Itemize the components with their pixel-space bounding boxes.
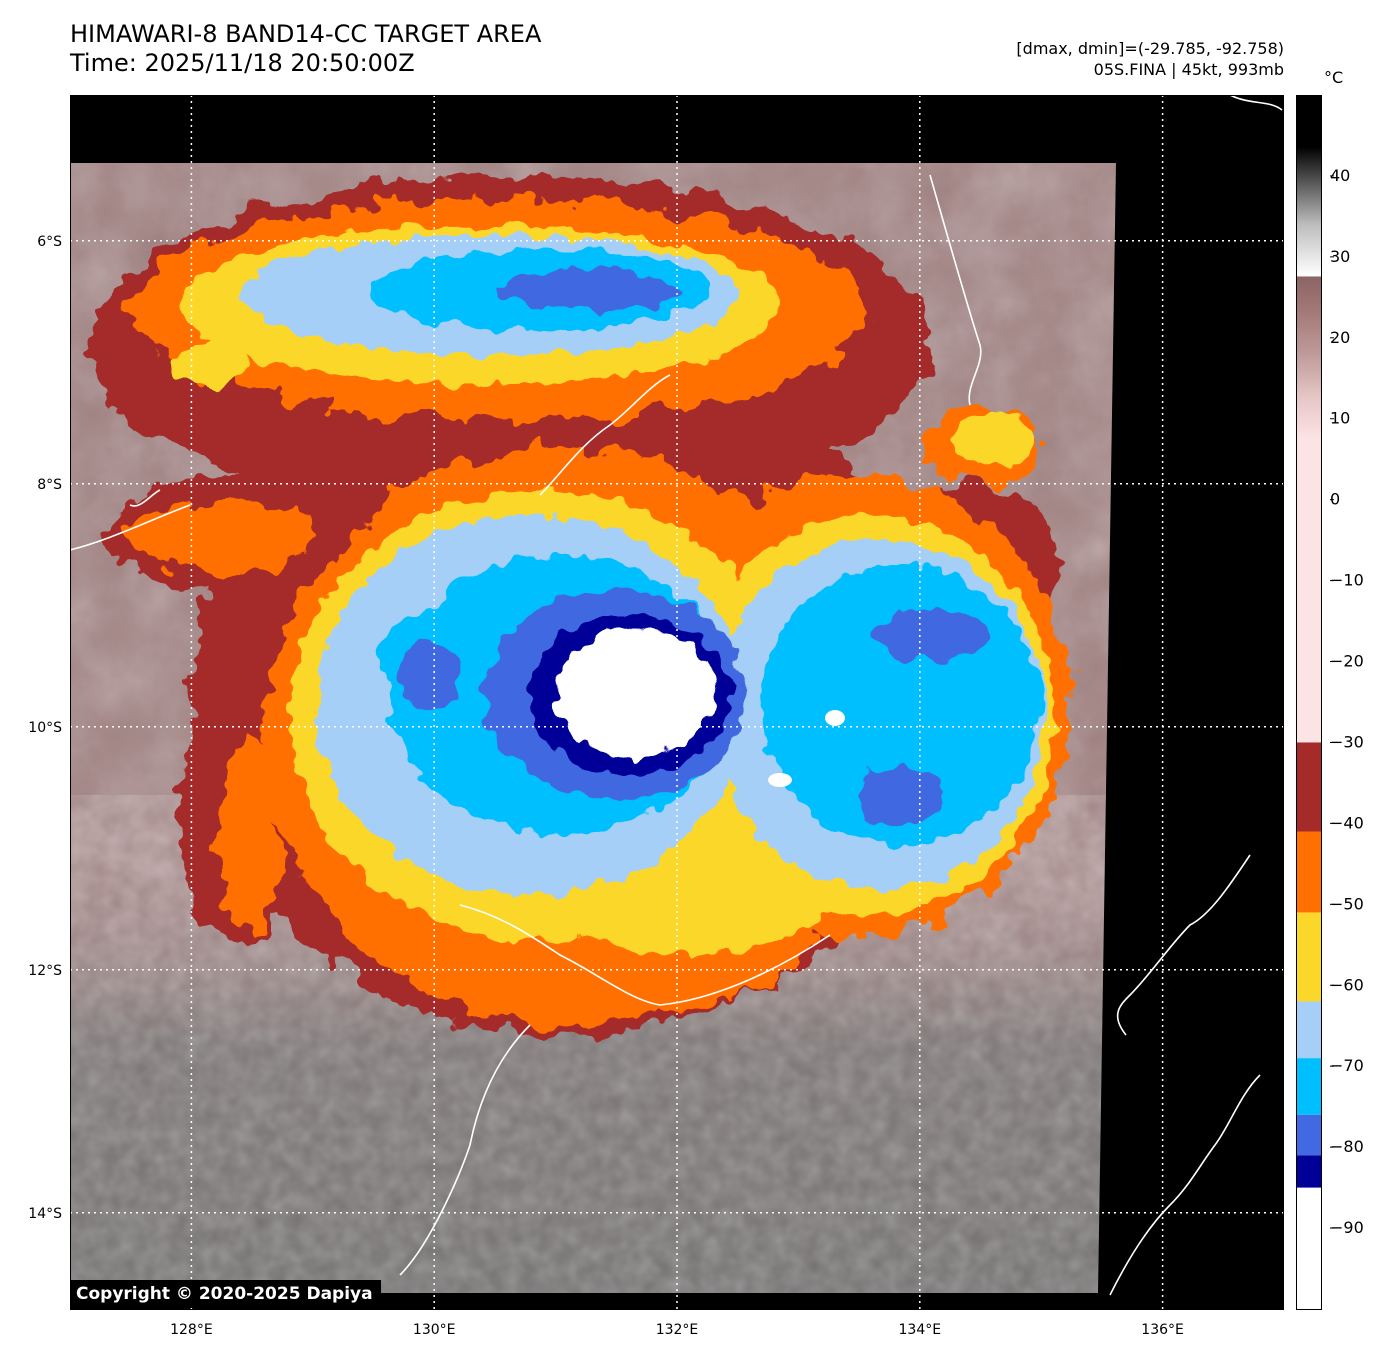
colorbar-frame (1296, 95, 1322, 1310)
colorbar-segment (1297, 1058, 1321, 1115)
chart-title: HIMAWARI-8 BAND14-CC TARGET AREA Time: 2… (70, 20, 541, 78)
lon-tick-label: 134°E (899, 1322, 942, 1338)
storm-info: [dmax, dmin]=(-29.785, -92.758) 05S.FINA… (1016, 38, 1284, 80)
colorbar-tick-label: −50 (1330, 894, 1364, 913)
axis-tick-labels: 128°E 130°E 132°E 134°E 136°E (170, 1322, 1184, 1338)
colorbar-tick-label: 40 (1330, 166, 1350, 185)
map-frame (70, 95, 1284, 1310)
colorbar (1296, 95, 1322, 1310)
colorbar-tick-label: −40 (1330, 813, 1364, 832)
colorbar-tick-label: −70 (1330, 1056, 1364, 1075)
copyright-notice: Copyright © 2020-2025 Dapiya (70, 1280, 381, 1308)
coastlines-east (1109, 95, 1283, 1296)
colorbar-labels: 40 30 20 10 0 −10 −20 −30 −40 −50 −60 −70 −80 −90 (1330, 166, 1364, 1237)
title-line-1: HIMAWARI-8 BAND14-CC TARGET AREA (70, 20, 542, 48)
satellite-map: 128°E 130°E 132°E 134°E 136°E (70, 95, 1284, 1338)
colorbar-segment (1297, 912, 1321, 1002)
lat-tick-label: 8°S (37, 477, 62, 493)
coastlines (70, 174, 982, 1276)
data-range-text: [dmax, dmin]=(-29.785, -92.758) (1016, 39, 1284, 58)
colorbar-tick-label: 20 (1330, 328, 1350, 347)
colorbar-tick-label: −80 (1330, 1137, 1364, 1156)
lon-tick-label: 132°E (656, 1322, 699, 1338)
colorbar-tick-label: −20 (1330, 652, 1364, 671)
colorbar-segment (1297, 1001, 1321, 1059)
title-line-2: Time: 2025/11/18 20:50:00Z (70, 49, 415, 77)
lon-tick-label: 128°E (170, 1322, 213, 1338)
lat-tick-label: 10°S (28, 720, 62, 736)
overshooting-top (555, 627, 845, 787)
colorbar-tick-label: −30 (1330, 732, 1364, 751)
satellite-swath (70, 163, 1116, 1293)
lat-label-column: 6°S 8°S 10°S 12°S 14°S (28, 234, 62, 1222)
colorbar-segment (1297, 831, 1321, 913)
colorbar-segment (1297, 1114, 1321, 1156)
colorbar-tick-label: 0 (1330, 490, 1340, 509)
lon-tick-label: 130°E (413, 1322, 456, 1338)
gridlines (70, 95, 1284, 1310)
colorbar-gradient (1297, 95, 1321, 743)
colorbar-segment (1297, 742, 1321, 832)
colorbar-tick-label: 10 (1330, 409, 1350, 428)
colorbar-tick-label: 30 (1330, 247, 1350, 266)
colorbar-tick-label: −60 (1330, 975, 1364, 994)
storm-name-intensity: 05S.FINA | 45kt, 993mb (1093, 60, 1284, 79)
colorbar-tick-label: −90 (1330, 1218, 1364, 1237)
lat-tick-label: 6°S (37, 234, 62, 250)
lat-tick-label: 14°S (28, 1206, 62, 1222)
colorbar-unit-label: °C (1324, 68, 1344, 87)
colorbar-segment (1297, 1155, 1321, 1188)
lat-tick-label: 12°S (28, 963, 62, 979)
colorbar-tick-label: −10 (1330, 571, 1364, 590)
colorbar-segment (1297, 1187, 1321, 1309)
lon-tick-label: 136°E (1141, 1322, 1184, 1338)
